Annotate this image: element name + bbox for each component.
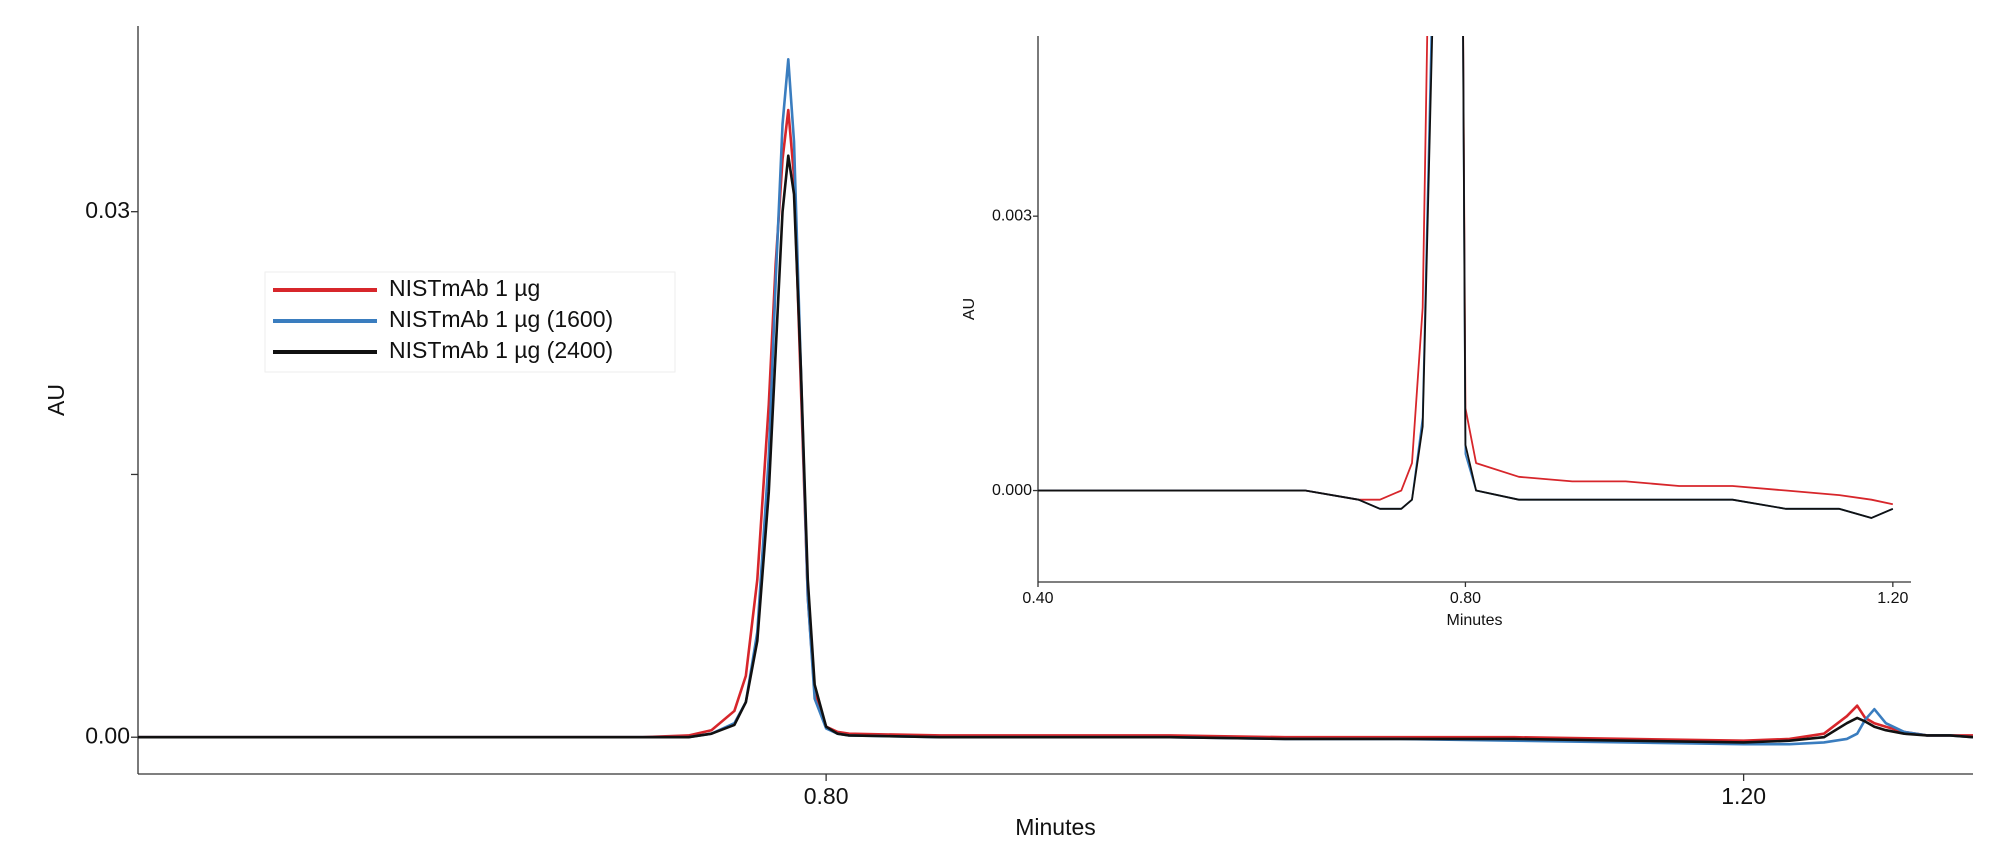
x-axis-title: Minutes <box>1015 814 1096 840</box>
x-tick-label: 0.80 <box>1450 590 1481 607</box>
legend-label: NISTmAb 1 µg (1600) <box>389 306 613 332</box>
y-tick-label: 0.00 <box>85 722 130 748</box>
x-tick-label: 0.80 <box>804 783 849 809</box>
series-line <box>138 108 1973 743</box>
x-tick-label: 0.40 <box>1022 590 1053 607</box>
y-tick-label: 0.003 <box>992 207 1032 224</box>
series-line <box>1038 36 1894 519</box>
y-tick-label: 0.03 <box>85 197 130 223</box>
plot-area <box>138 57 1973 746</box>
plot-area <box>1038 36 1894 519</box>
x-tick-label: 1.20 <box>1877 590 1908 607</box>
series-line <box>138 154 1973 744</box>
inset-panel: 0.000 0.003 0.40 0.80 1.20 Minutes AU <box>938 26 1921 662</box>
x-tick-label: 1.20 <box>1721 783 1766 809</box>
legend-label: NISTmAb 1 µg (2400) <box>389 337 613 363</box>
legend: NISTmAb 1 µg NISTmAb 1 µg (1600) NISTmAb 1… <box>264 271 676 373</box>
y-axis-title: AU <box>961 298 978 320</box>
y-tick-label: 0.000 <box>992 482 1032 499</box>
y-axis-title: AU <box>43 384 69 416</box>
x-axis-title: Minutes <box>1446 612 1502 629</box>
legend-label: NISTmAb 1 µg <box>389 275 540 301</box>
